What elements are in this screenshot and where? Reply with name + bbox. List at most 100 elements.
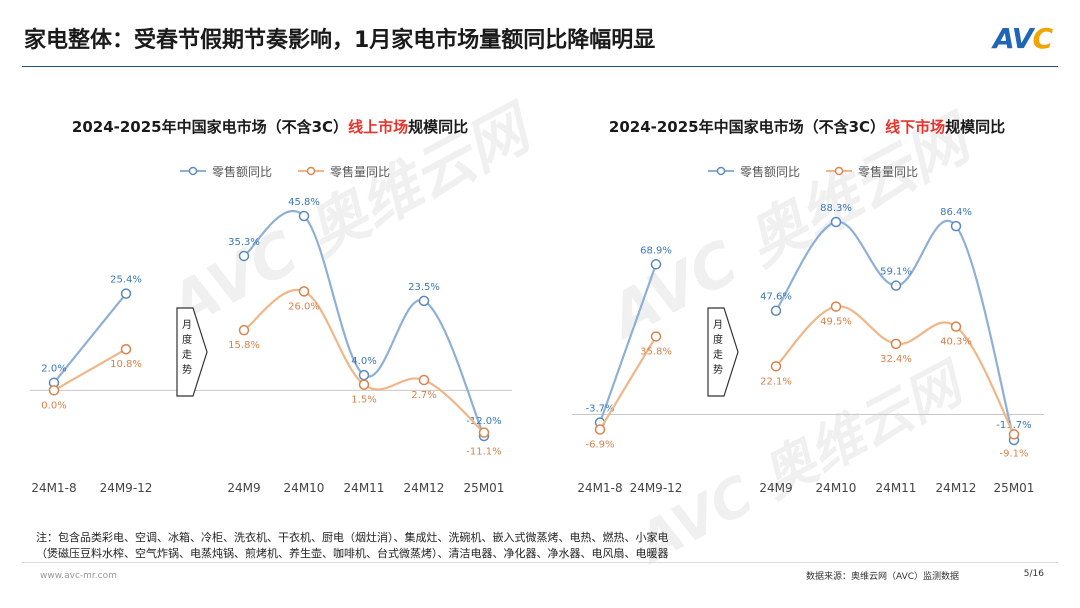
data-point	[830, 301, 842, 312]
footer-divider	[22, 562, 1058, 563]
legend-marker	[306, 166, 316, 176]
footnote-line-2: （煲磁压豆料水榨、空气炸锅、电蒸炖锅、煎烤机、养生壶、咖啡机、台式微蒸烤）、清洁…	[36, 547, 669, 560]
data-point	[238, 324, 250, 336]
trend-divider-label: 走	[713, 349, 723, 361]
data-point	[418, 295, 430, 307]
x-tick-label: 24M9-12	[100, 481, 153, 495]
legend-marker	[716, 166, 726, 176]
series-line	[598, 263, 658, 423]
data-label: 0.0%	[41, 400, 66, 411]
offline-chart: 2024-2025年中国家电市场（不含3C）线下市场规模同比零售额同比 零售量同比…	[562, 96, 1072, 506]
page-number: 5/16	[1023, 569, 1044, 579]
data-point	[298, 286, 310, 297]
x-tick-label: 24M10	[816, 481, 857, 495]
data-label: -9.1%	[999, 448, 1028, 459]
chart-title-part: 2024-2025年中国家电市场（不含3C）	[72, 118, 348, 136]
data-point	[770, 361, 782, 372]
chart-title: 2024-2025年中国家电市场（不含3C）线下市场规模同比	[609, 118, 1005, 136]
series-line	[599, 335, 657, 431]
trend-divider-arrow	[176, 307, 208, 397]
data-point	[770, 305, 782, 316]
data-label: 4.0%	[351, 356, 376, 367]
data-label: -6.9%	[585, 440, 614, 451]
trend-divider-arrow	[707, 307, 739, 397]
trend-divider-label: 度	[713, 333, 723, 346]
legend-marker	[188, 166, 198, 176]
legend-label: 零售量同比	[330, 164, 390, 179]
data-label: 10.8%	[110, 359, 142, 370]
data-label: 26.0%	[288, 301, 320, 312]
x-tick-label: 25M01	[464, 481, 505, 495]
footnote-line-1: 注：包含品类彩电、空调、冰箱、冷柜、洗衣机、干衣机、厨电（烟灶消）、集成灶、洗碗…	[36, 531, 669, 544]
data-point	[298, 210, 310, 222]
data-point	[48, 385, 60, 396]
data-point	[418, 374, 430, 386]
x-tick-label: 24M9	[227, 481, 260, 495]
x-tick-label: 24M9-12	[630, 481, 683, 495]
data-label: 40.3%	[940, 337, 972, 348]
chart-legend: 零售额同比 零售量同比	[708, 164, 918, 179]
online-chart: 2024-2025年中国家电市场（不含3C）线上市场规模同比零售额同比 零售量同比…	[20, 96, 540, 506]
data-label: 2.0%	[41, 364, 66, 375]
data-label: 47.6%	[760, 292, 792, 303]
data-point	[890, 338, 902, 350]
data-label: 49.5%	[820, 317, 852, 328]
x-tick-label: 24M11	[876, 481, 917, 495]
footer-source: 数据来源：奥维云网（AVC）监测数据	[806, 572, 960, 582]
data-label: 32.4%	[880, 354, 912, 365]
series-line	[775, 305, 1015, 435]
trend-divider-label: 走	[182, 349, 192, 361]
data-point	[650, 331, 662, 342]
series-line	[53, 348, 127, 392]
footer-website: www.avc-mr.com	[40, 571, 117, 581]
x-tick-label: 24M11	[344, 481, 385, 495]
data-label: 15.8%	[228, 340, 260, 351]
trend-divider-label: 度	[182, 333, 192, 346]
legend-label: 零售额同比	[212, 164, 272, 179]
chart-legend: 零售额同比 零售量同比	[180, 164, 390, 179]
data-label: 86.4%	[940, 207, 972, 218]
data-label: 22.1%	[760, 376, 792, 387]
x-tick-label: 24M9	[759, 481, 792, 495]
data-point	[830, 216, 842, 228]
data-point	[650, 259, 662, 270]
data-point	[594, 424, 606, 435]
x-tick-label: 24M12	[404, 481, 445, 495]
header-divider	[22, 66, 1058, 67]
avc-logo: AVC	[992, 22, 1053, 55]
data-label: -11.7%	[996, 420, 1031, 431]
chart-title-part: 线下市场	[885, 118, 945, 136]
data-label: 23.5%	[408, 282, 440, 293]
trend-divider-label: 月	[182, 319, 192, 331]
x-tick-label: 24M1-8	[31, 481, 76, 495]
data-label: -12.0%	[466, 416, 501, 427]
x-tick-label: 24M1-8	[577, 481, 622, 495]
data-label: -11.1%	[466, 447, 501, 458]
chart-title: 2024-2025年中国家电市场（不含3C）线上市场规模同比	[72, 118, 468, 136]
data-label: 59.1%	[880, 267, 912, 278]
data-label: 35.3%	[228, 237, 260, 248]
x-tick-label: 24M10	[284, 481, 325, 495]
legend-label: 零售额同比	[740, 164, 800, 179]
chart-title-part: 规模同比	[408, 118, 468, 136]
data-point	[120, 343, 132, 355]
data-point	[950, 321, 962, 332]
data-point	[950, 220, 962, 232]
data-label: 35.8%	[640, 346, 672, 357]
chart-title-part: 2024-2025年中国家电市场（不含3C）	[609, 118, 885, 136]
data-label: -3.7%	[585, 404, 614, 415]
data-point	[1008, 429, 1020, 440]
data-point	[890, 280, 902, 291]
trend-divider-label: 月	[713, 319, 723, 331]
trend-divider-label: 势	[713, 363, 723, 376]
chart-title-part: 规模同比	[945, 118, 1005, 136]
data-label: 25.4%	[110, 275, 142, 286]
data-label: 88.3%	[820, 203, 852, 214]
page-title: 家电整体：受春节假期节奏影响，1月家电市场量额同比降幅明显	[24, 28, 656, 53]
series-line	[53, 292, 127, 384]
data-label: 1.5%	[351, 395, 376, 406]
series-line	[775, 219, 1016, 441]
data-label: 45.8%	[288, 197, 320, 208]
